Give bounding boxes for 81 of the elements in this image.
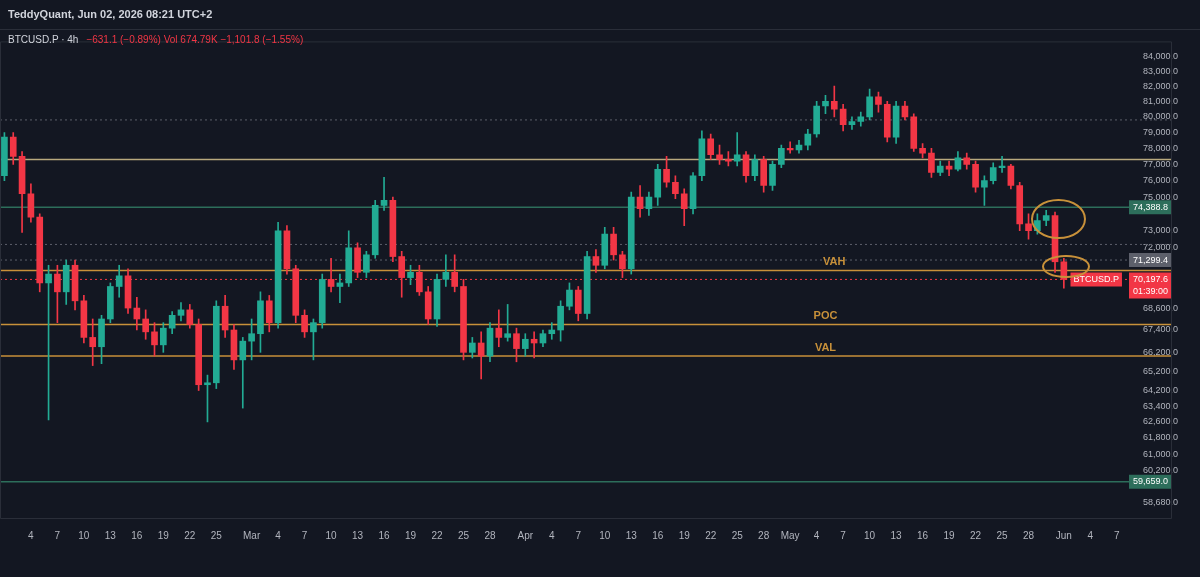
annotation: BTCUSD.P [1073,273,1119,284]
x-tick-label: 16 [652,529,664,541]
x-tick-label: Mar [243,529,261,541]
candlestick [442,254,450,287]
y-tick-label: 75,000.0 [1142,191,1178,202]
candlestick [89,318,97,366]
y-tick-label: 80,000.0 [1142,111,1178,122]
x-tick-label: 7 [54,529,61,541]
x-tick-label: 4 [28,529,35,541]
x-tick-label: 25 [731,529,744,541]
y-tick-label: 62,600.0 [1142,416,1178,427]
x-tick-label: 13 [625,529,638,541]
x-tick-label: 4 [813,529,820,541]
x-tick-label: 19 [678,529,691,541]
ref-line-label: 71,299.4 [1132,254,1168,265]
y-tick-label: 58,680.0 [1142,496,1178,507]
y-tick-label: 81,000.0 [1142,95,1178,106]
y-tick-label: 77,000.0 [1142,158,1178,169]
annotation: VAH [823,255,846,268]
chart-title: BTCUSD.P · 4h [8,34,79,45]
x-tick-label: 7 [1114,529,1121,541]
x-tick-label: 19 [404,529,417,541]
x-tick-label: 10 [325,529,338,541]
x-tick-label: 7 [301,529,308,541]
x-tick-label: 25 [210,529,223,541]
y-tick-label: 61,000.0 [1142,448,1178,459]
candlestick [733,132,741,167]
x-tick-label: 13 [352,529,364,541]
x-tick-label: 25 [996,529,1009,541]
x-tick-label: 4 [275,529,282,541]
x-tick-label: 22 [705,529,717,541]
y-tick-label: 61,800.0 [1142,432,1178,443]
y-tick-label: 64,200.0 [1142,385,1178,395]
x-tick-label: 19 [943,529,956,541]
x-tick-label: 16 [378,529,391,541]
x-tick-label: 10 [864,529,876,541]
y-tick-label: 83,000.0 [1142,65,1178,76]
x-tick-label: Apr [517,529,534,541]
ref-line-label: 74,388.8 [1132,201,1168,212]
y-tick-label: 76,000.0 [1142,175,1178,186]
y-tick-label: 82,000.0 [1142,80,1178,91]
x-tick-label: Jun [1055,529,1072,541]
y-tick-label: 78,000.0 [1142,142,1178,153]
candlestick [848,116,856,130]
candlestick [380,177,388,211]
y-tick-label: 73,000.0 [1142,225,1178,236]
x-tick-label: 16 [131,529,143,541]
ref-line-label: 70,197.6 01:39:00 [1132,273,1168,296]
y-tick-label: 65,200.0 [1142,365,1178,376]
x-tick-label: 16 [917,529,929,541]
x-tick-label: 4 [549,529,556,541]
candlestick [548,322,556,340]
y-tick-label: 60,200.0 [1142,465,1178,476]
y-tick-label: 68,600.0 [1142,302,1178,313]
x-tick-label: 13 [890,529,903,541]
x-tick-label: 7 [575,529,582,541]
x-tick-label: 10 [599,529,611,541]
chart-subtitle: −631.1 (−0.89%) Vol 674.79K −1,101.8 (−1.55%) [86,34,304,45]
x-tick-label: 13 [104,529,117,541]
x-tick-label: 28 [758,529,770,541]
y-tick-label: 79,000.0 [1142,126,1178,137]
ref-line-label: 59,659.0 [1132,476,1168,487]
x-tick-label: 28 [484,529,496,541]
x-tick-label: 22 [431,529,444,541]
annotation: VAL [814,340,837,353]
text: TeddyQuant, Jun 02, 2026 08:21 UTC+2 [8,8,213,20]
x-tick-label: 19 [157,529,170,541]
x-tick-label: May [780,529,800,541]
y-tick-label: 66,200.0 [1142,346,1178,357]
y-tick-label: 63,400.0 [1142,400,1178,411]
y-tick-label: 72,000.0 [1142,242,1178,253]
x-tick-label: 7 [840,529,847,541]
annotation: POC [813,309,838,322]
x-tick-label: 4 [1087,529,1094,541]
x-tick-label: 10 [78,529,90,541]
x-tick-label: 22 [970,529,982,541]
y-tick-label: 67,400.0 [1142,324,1178,335]
x-tick-label: 28 [1022,529,1035,541]
x-tick-label: 22 [184,529,196,541]
y-tick-label: 84,000.0 [1142,50,1178,61]
x-tick-label: 25 [457,529,470,541]
